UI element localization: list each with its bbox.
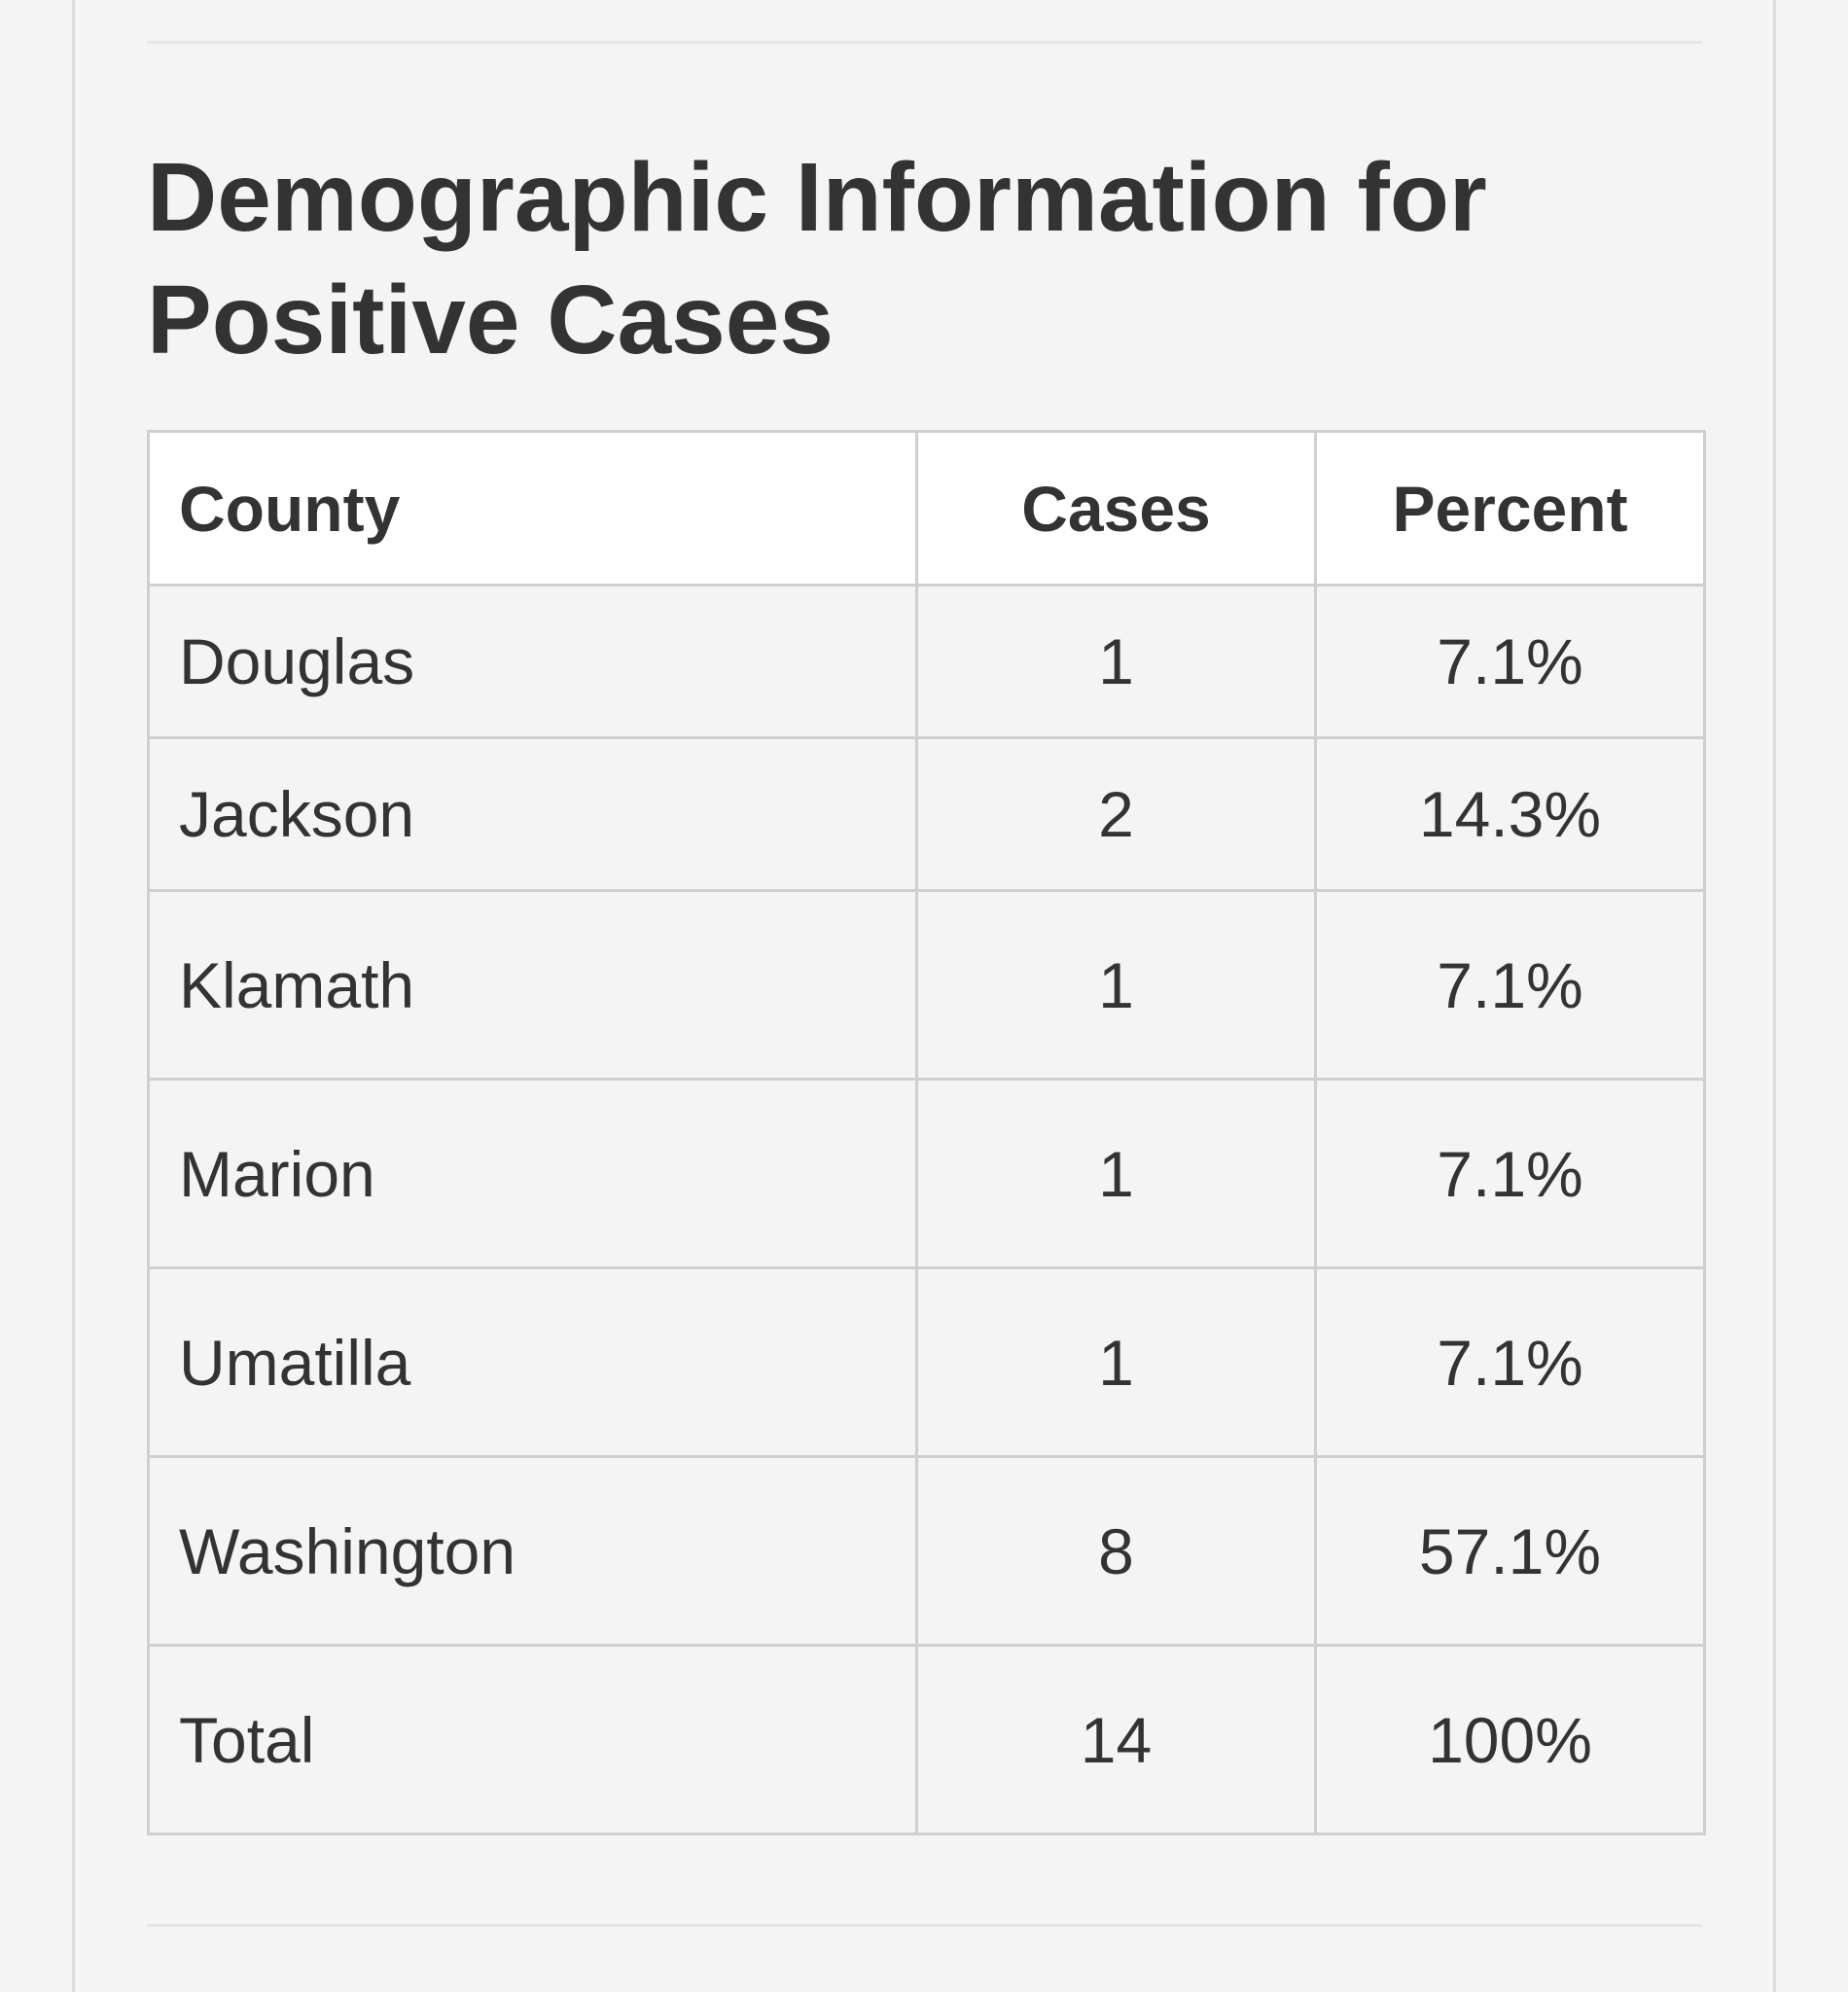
cases-cell: 1	[915, 1266, 1317, 1458]
cases-cell: 1	[915, 1078, 1317, 1269]
table-row: Washington 8 57.1%	[147, 1455, 1706, 1647]
percent-cell: 14.3%	[1314, 736, 1706, 892]
percent-cell: 7.1%	[1314, 1266, 1706, 1458]
header-county: County	[147, 430, 918, 587]
table-row: Jackson 2 14.3%	[147, 736, 1706, 892]
percent-cell: 7.1%	[1314, 889, 1706, 1081]
section-heading: Demographic Information for Positive Cas…	[147, 143, 1487, 374]
table-row: Klamath 1 7.1%	[147, 889, 1706, 1081]
bottom-divider	[147, 1924, 1702, 1927]
table-row: Umatilla 1 7.1%	[147, 1266, 1706, 1458]
cases-cell: 8	[915, 1455, 1317, 1647]
header-percent: Percent	[1314, 430, 1706, 587]
cases-cell: 1	[915, 889, 1317, 1081]
table-row: Douglas 1 7.1%	[147, 584, 1706, 739]
top-divider	[147, 41, 1702, 44]
table-row: Marion 1 7.1%	[147, 1078, 1706, 1269]
percent-cell: 7.1%	[1314, 1078, 1706, 1269]
county-cell: Douglas	[147, 584, 918, 739]
county-cell: Jackson	[147, 736, 918, 892]
header-cases: Cases	[915, 430, 1317, 587]
county-cell: Total	[147, 1644, 918, 1835]
county-cell: Umatilla	[147, 1266, 918, 1458]
cases-cell: 2	[915, 736, 1317, 892]
percent-cell: 100%	[1314, 1644, 1706, 1835]
table-row-total: Total 14 100%	[147, 1644, 1706, 1835]
table-header-row: County Cases Percent	[147, 430, 1706, 587]
percent-cell: 57.1%	[1314, 1455, 1706, 1647]
county-cases-table: County Cases Percent Douglas 1 7.1% Jack…	[147, 430, 1706, 1835]
county-cell: Washington	[147, 1455, 918, 1647]
county-cell: Marion	[147, 1078, 918, 1269]
county-cell: Klamath	[147, 889, 918, 1081]
percent-cell: 7.1%	[1314, 584, 1706, 739]
cases-cell: 1	[915, 584, 1317, 739]
cases-cell: 14	[915, 1644, 1317, 1835]
